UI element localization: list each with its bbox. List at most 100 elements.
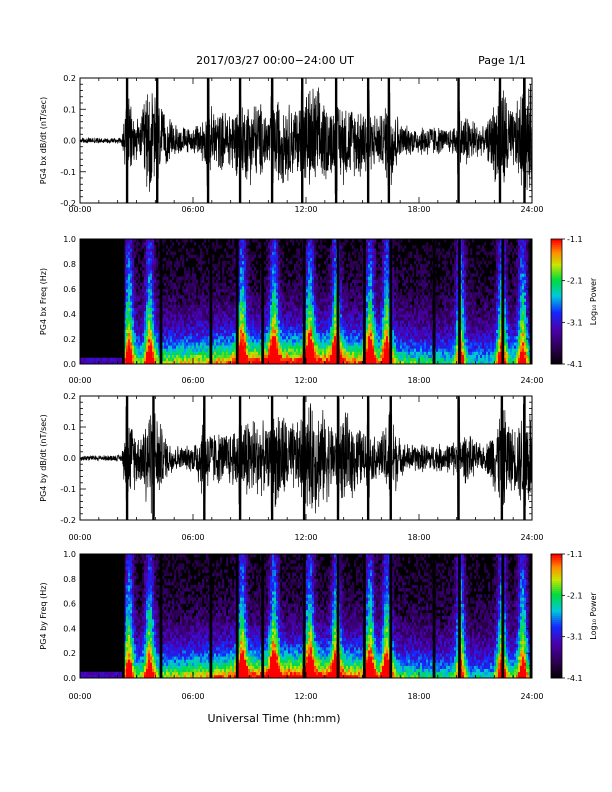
spectrogram-cell xyxy=(154,270,157,274)
spectrogram-cell xyxy=(250,292,253,296)
spectrogram-cell xyxy=(296,273,299,277)
spectrogram-cell xyxy=(400,360,403,365)
spectrogram-cell xyxy=(320,348,323,352)
spectrogram-cell xyxy=(180,345,183,349)
spectrogram-cell xyxy=(382,264,385,268)
spectrogram-cell xyxy=(208,292,211,296)
spectrogram-cell xyxy=(260,310,263,315)
spectrogram-cell xyxy=(268,301,271,305)
spectrogram-cell xyxy=(300,276,303,280)
spectrogram-cell xyxy=(150,289,153,293)
spectrogram-cell xyxy=(144,332,147,337)
spectrogram-cell xyxy=(312,304,315,309)
spectrogram-cell xyxy=(274,257,277,262)
spectrogram-cell xyxy=(124,332,127,337)
spectrogram-cell xyxy=(158,357,161,362)
spectrogram-cell xyxy=(286,320,289,324)
spectrogram-cell xyxy=(204,339,207,343)
spectrogram-cell xyxy=(360,245,363,249)
spectrogram-cell xyxy=(252,348,255,352)
spectrogram-cell xyxy=(198,335,201,340)
spectrogram-cell xyxy=(276,239,279,243)
spectrogram-cell xyxy=(162,242,165,246)
spectrogram-cell xyxy=(308,301,311,305)
spectrogram-cell xyxy=(332,264,335,268)
spectrogram-cell xyxy=(330,329,333,334)
spectrogram-cell xyxy=(392,273,395,277)
spectrogram-cell xyxy=(154,285,157,290)
spectrogram-cell xyxy=(206,332,209,337)
spectrogram-cell xyxy=(234,307,237,312)
spectrogram-cell xyxy=(244,348,247,352)
spectrogram-cell xyxy=(300,289,303,293)
spectrogram-cell xyxy=(272,242,275,246)
spectrogram-cell xyxy=(164,295,167,299)
spectrogram-cell xyxy=(272,254,275,259)
spectrogram-cell xyxy=(226,323,229,327)
spectrogram-cell xyxy=(274,310,277,315)
spectrogram-cell xyxy=(150,295,153,299)
spectrogram-cell xyxy=(392,357,395,362)
spectrogram-cell xyxy=(386,335,389,340)
spectrogram-cell xyxy=(366,339,369,343)
spectrogram-cell xyxy=(178,351,181,355)
spectrogram-cell xyxy=(386,342,389,346)
spectrogram-cell xyxy=(148,345,151,349)
spectrogram-cell xyxy=(244,251,247,255)
spectrogram-cell xyxy=(266,304,269,309)
spectrogram-cell xyxy=(238,335,241,340)
spectrogram-cell xyxy=(246,357,249,362)
spectrogram-cell xyxy=(354,354,357,359)
spectrogram-cell xyxy=(182,329,185,334)
spectrogram-cell xyxy=(278,329,281,334)
spectrogram-cell xyxy=(278,342,281,346)
spectrogram-cell xyxy=(186,360,189,365)
spectrogram-cell xyxy=(138,248,141,252)
spectrogram-cell xyxy=(286,351,289,355)
spectrogram-cell xyxy=(248,298,251,302)
spectrogram-cell xyxy=(294,301,297,305)
spectrogram-cell xyxy=(360,254,363,259)
spectrogram-cell xyxy=(228,354,231,359)
spectrogram-cell xyxy=(246,314,249,318)
spectrogram-cell xyxy=(312,345,315,349)
spectrogram-cell xyxy=(396,348,399,352)
spectrogram-cell xyxy=(232,264,235,268)
spectrogram-cell xyxy=(376,335,379,340)
spectrogram-cell xyxy=(296,304,299,309)
spectrogram-cell xyxy=(168,345,171,349)
spectrogram-cell xyxy=(220,342,223,346)
spectrogram-cell xyxy=(252,257,255,262)
spectrogram-cell xyxy=(190,307,193,312)
spectrogram-cell xyxy=(394,335,397,340)
spectrogram-cell xyxy=(370,304,373,309)
spectrogram-cell xyxy=(202,304,205,309)
spectrogram-cell xyxy=(124,276,127,280)
spectrogram-cell xyxy=(194,326,197,330)
spectrogram-cell xyxy=(244,304,247,309)
spectrogram-cell xyxy=(242,279,245,284)
spectrogram-cell xyxy=(276,248,279,252)
spectrogram-cell xyxy=(312,242,315,246)
spectrogram-cell xyxy=(146,239,149,243)
spectrogram-cell xyxy=(278,298,281,302)
spectrogram-cell xyxy=(176,257,179,262)
spectrogram-cell xyxy=(354,289,357,293)
spectrogram-cell xyxy=(218,320,221,324)
spectrogram-cell xyxy=(250,342,253,346)
spectrogram-cell xyxy=(214,282,217,287)
spectrogram-cell xyxy=(242,242,245,246)
spectrogram-cell xyxy=(316,354,319,359)
spectrogram-cell xyxy=(386,314,389,318)
spectrogram-cell xyxy=(294,332,297,337)
spectrogram-cell xyxy=(290,323,293,327)
spectrogram-cell xyxy=(176,239,179,243)
spectrogram-cell xyxy=(206,348,209,352)
spectrogram-cell xyxy=(326,267,329,271)
spectrogram-cell xyxy=(358,276,361,280)
spectrogram-cell xyxy=(146,260,149,265)
spectrogram-cell xyxy=(194,360,197,365)
spectrogram-cell xyxy=(214,304,217,309)
spectrogram-cell xyxy=(268,251,271,255)
spectrogram-cell xyxy=(138,273,141,277)
